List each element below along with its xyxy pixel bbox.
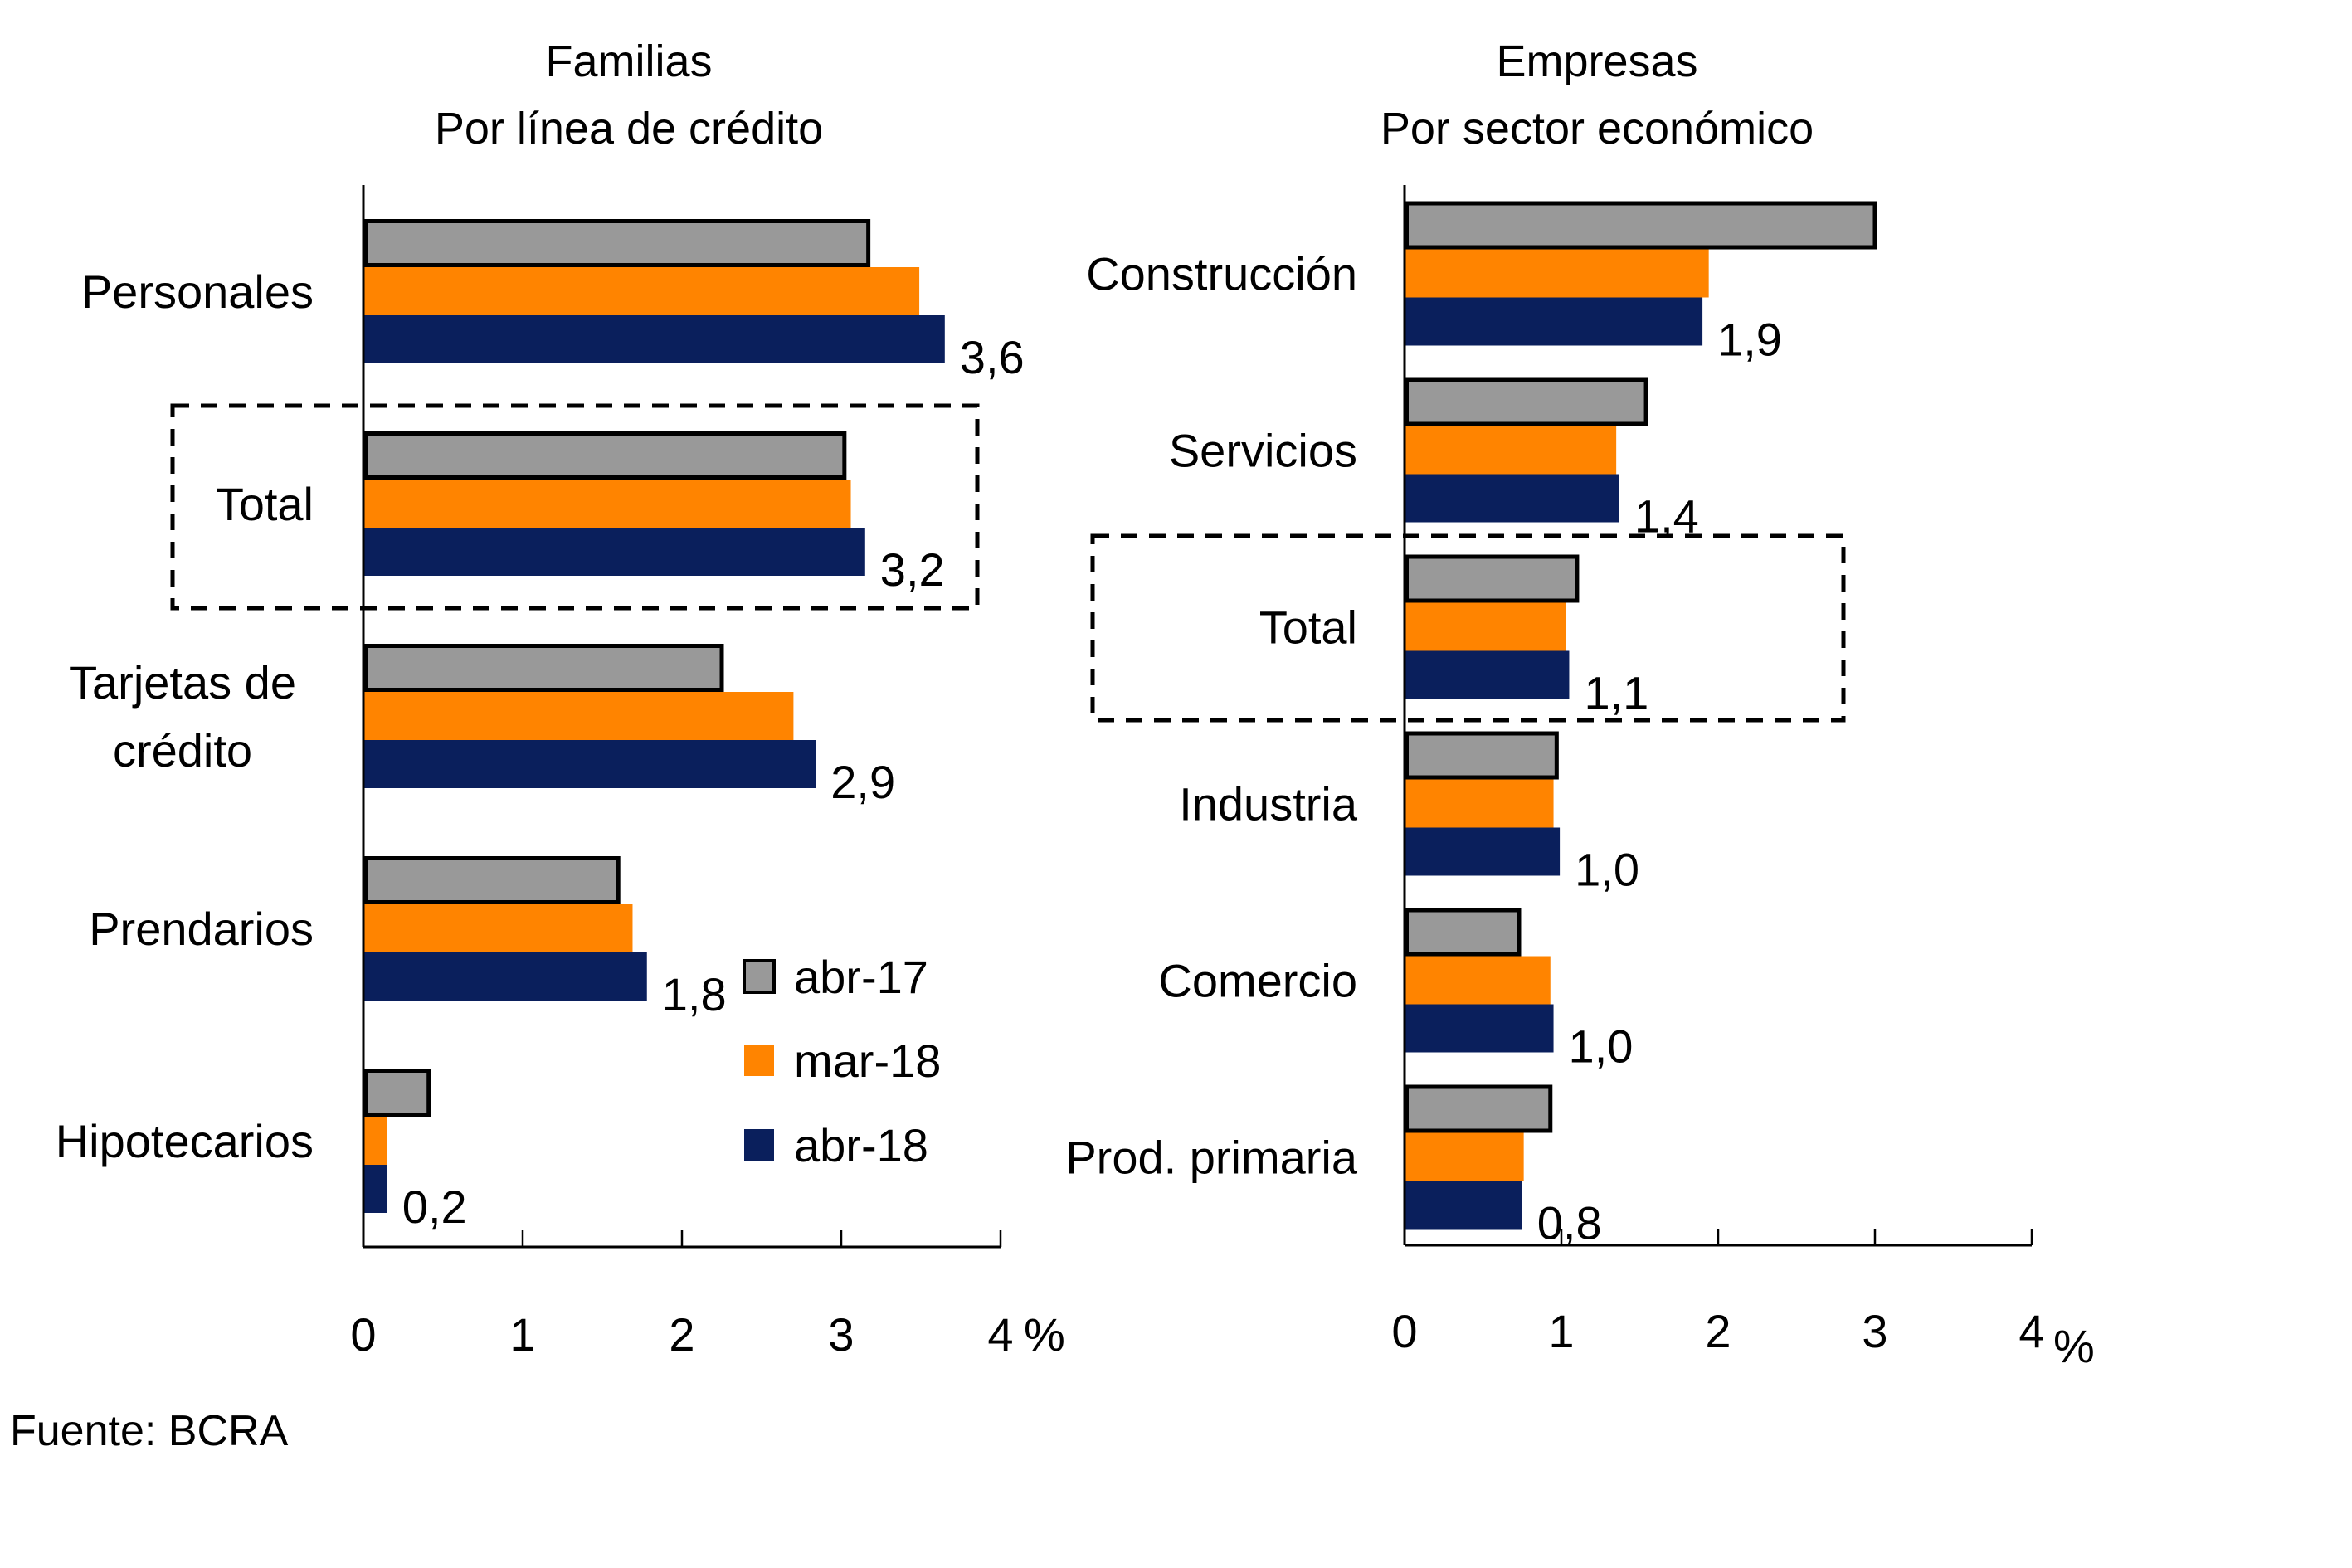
bar-abr-17-industria (1405, 731, 1559, 780)
bar-abr-17-comercio (1405, 908, 1522, 957)
category-label: Personales (81, 265, 314, 318)
bar-mar-18-prendarios (363, 904, 633, 952)
data-label: 1,1 (1584, 667, 1648, 719)
bar-abr-18-tarjetas-de-cr-dito (363, 740, 816, 788)
category-label: Total (216, 478, 314, 530)
bar-abr-17-hipotecarios (363, 1069, 431, 1117)
bar-abr-17-servicios (1405, 377, 1648, 426)
bar-mar-18-personales (363, 267, 920, 315)
bar-abr-17-total (363, 431, 847, 480)
bar-abr-17-prendarios (363, 856, 621, 904)
bar-mar-18-total (1405, 602, 1566, 651)
legend-swatch-mar-18 (744, 1045, 774, 1076)
data-label: 0,2 (402, 1181, 467, 1233)
category-label: crédito (113, 724, 252, 777)
chart-title: Empresas (1496, 37, 1697, 86)
empresas-panel: Empresas Por sector económico 1,9 Construcc… (1065, 37, 2094, 1372)
x-tick-label: 3 (828, 1308, 854, 1361)
x-tick-label: 2 (669, 1308, 694, 1361)
bar-abr-18-prendarios (363, 952, 647, 1001)
data-label: 1,0 (1569, 1020, 1634, 1073)
category-label: Industria (1179, 778, 1358, 830)
familias-panel: Familias Por línea de crédito 3,6 Personale… (56, 37, 1065, 1361)
bar-abr-17-personales (363, 219, 871, 267)
source-note: Fuente: BCRA (10, 1407, 289, 1455)
category-label: Prendarios (89, 903, 314, 955)
category-label: Construcción (1086, 248, 1357, 300)
x-tick-label: 1 (1548, 1305, 1574, 1357)
legend-label: abr-17 (794, 951, 928, 1003)
x-tick-label: 4 (2018, 1305, 2044, 1357)
highlight-box-total (1090, 533, 1846, 723)
category-label: Servicios (1169, 425, 1357, 477)
bar-abr-18-prod-primaria (1405, 1181, 1522, 1230)
x-tick-label: 3 (1862, 1305, 1887, 1357)
bar-mar-18-prod-primaria (1405, 1132, 1524, 1181)
data-label: 1,8 (662, 968, 727, 1020)
data-label: 3,2 (880, 543, 945, 596)
category-label: Tarjetas de (69, 656, 296, 709)
legend-label: mar-18 (794, 1035, 941, 1087)
x-tick-label: 0 (350, 1308, 376, 1361)
bar-abr-18-total (1405, 650, 1570, 699)
legend: abr-17 mar-18 abr-18 (743, 951, 941, 1171)
bar-abr-18-construcci-n (1405, 297, 1703, 346)
bar-abr-17-construcci-n (1405, 201, 1877, 250)
bar-mar-18-construcci-n (1405, 249, 1709, 298)
legend-label: abr-18 (794, 1119, 928, 1171)
bar-abr-18-comercio (1405, 1004, 1554, 1053)
data-label: 2,9 (830, 756, 895, 808)
x-tick-label: 4 (987, 1308, 1013, 1361)
x-unit-label: % (2053, 1320, 2095, 1372)
x-unit-label: % (1024, 1308, 1065, 1361)
data-label: 3,6 (960, 331, 1025, 383)
bar-abr-18-total (363, 528, 865, 576)
x-tick-label: 2 (1705, 1305, 1731, 1357)
bar-abr-18-industria (1405, 827, 1561, 876)
chart-subtitle: Por sector económico (1381, 104, 1814, 153)
data-label: 1,4 (1634, 490, 1699, 543)
x-tick-label: 1 (509, 1308, 535, 1361)
legend-swatch-abr-17 (743, 959, 776, 994)
x-tick-label: 0 (1391, 1305, 1417, 1357)
legend-swatch-abr-18 (744, 1129, 774, 1161)
data-label: 0,8 (1537, 1197, 1602, 1249)
bar-mar-18-comercio (1405, 956, 1551, 1005)
bar-mar-18-hipotecarios (363, 1117, 387, 1165)
bar-mar-18-tarjetas-de-cr-dito (363, 692, 794, 740)
data-label: 1,9 (1717, 314, 1782, 366)
bar-abr-18-servicios (1405, 474, 1619, 523)
bar-abr-17-total (1405, 554, 1580, 603)
bar-abr-17-prod-primaria (1405, 1084, 1553, 1133)
chart-subtitle: Por línea de crédito (435, 104, 823, 153)
data-label: 1,0 (1575, 844, 1639, 896)
bar-abr-18-hipotecarios (363, 1165, 387, 1213)
chart-title: Familias (545, 37, 712, 86)
category-label: Comercio (1158, 955, 1357, 1007)
bar-mar-18-industria (1405, 779, 1554, 828)
bar-abr-17-tarjetas-de-cr-dito (363, 644, 724, 692)
bar-mar-18-servicios (1405, 426, 1617, 475)
bar-mar-18-total (363, 480, 851, 528)
category-label: Total (1259, 601, 1357, 654)
highlight-box-total (170, 403, 980, 611)
category-label: Prod. primaria (1065, 1132, 1358, 1184)
bar-abr-18-personales (363, 315, 945, 363)
category-label: Hipotecarios (56, 1115, 314, 1167)
